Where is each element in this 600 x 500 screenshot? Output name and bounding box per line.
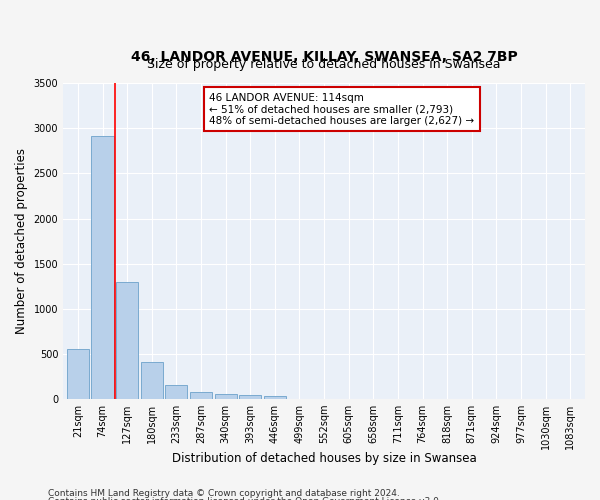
Text: 46 LANDOR AVENUE: 114sqm
← 51% of detached houses are smaller (2,793)
48% of sem: 46 LANDOR AVENUE: 114sqm ← 51% of detach… [209,92,475,126]
Bar [239,395,262,399]
Bar [215,394,237,399]
Bar [116,282,138,399]
Text: Contains public sector information licensed under the Open Government Licence v3: Contains public sector information licen… [48,498,442,500]
Title: 46, LANDOR AVENUE, KILLAY, SWANSEA, SA2 7BP: 46, LANDOR AVENUE, KILLAY, SWANSEA, SA2 … [131,50,517,64]
Bar [67,348,89,399]
Bar [190,392,212,399]
Text: Contains HM Land Registry data © Crown copyright and database right 2024.: Contains HM Land Registry data © Crown c… [48,488,400,498]
Bar [141,362,163,399]
Y-axis label: Number of detached properties: Number of detached properties [15,148,28,334]
X-axis label: Distribution of detached houses by size in Swansea: Distribution of detached houses by size … [172,452,476,465]
Bar [166,385,187,399]
Bar [91,136,113,399]
Text: Size of property relative to detached houses in Swansea: Size of property relative to detached ho… [148,58,501,70]
Bar [264,396,286,399]
